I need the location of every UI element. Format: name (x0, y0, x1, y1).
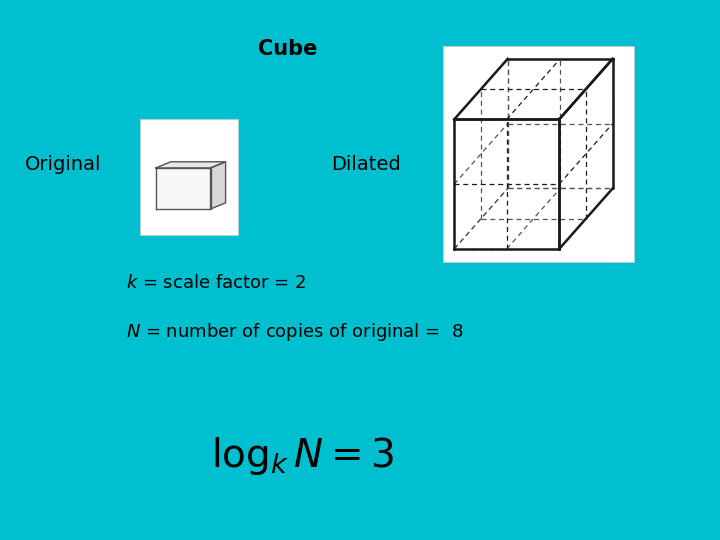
Text: Cube: Cube (258, 38, 318, 59)
Text: Original: Original (25, 155, 102, 174)
FancyBboxPatch shape (443, 46, 634, 262)
Polygon shape (559, 59, 613, 249)
Text: $k$ = scale factor = 2: $k$ = scale factor = 2 (126, 274, 306, 293)
Polygon shape (156, 162, 225, 168)
Text: $\log_k N = 3$: $\log_k N = 3$ (211, 435, 394, 477)
Polygon shape (454, 59, 613, 119)
FancyBboxPatch shape (140, 119, 238, 235)
Text: $N$ = number of copies of original =  8: $N$ = number of copies of original = 8 (126, 321, 464, 343)
Polygon shape (210, 162, 225, 209)
Polygon shape (156, 168, 210, 209)
Polygon shape (454, 119, 559, 249)
Text: Dilated: Dilated (331, 155, 401, 174)
